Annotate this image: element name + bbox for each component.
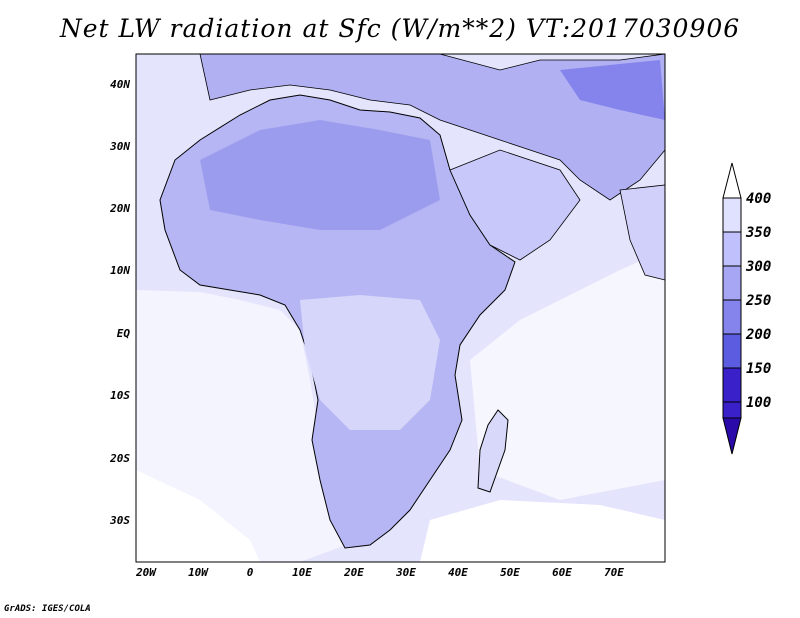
lat-label: 20N	[110, 202, 130, 215]
lat-label: 10S	[110, 389, 130, 402]
colorbar-bin	[722, 299, 742, 335]
lon-label: 20E	[344, 566, 364, 579]
colorbar-label: 250	[746, 293, 772, 309]
lat-label: 20S	[110, 452, 130, 465]
colorbar-bin	[722, 401, 742, 419]
lat-label: 40N	[110, 78, 130, 91]
colorbar-label: 350	[746, 225, 772, 241]
chart-title: Net LW radiation at Sfc (W/m**2) VT:2017…	[59, 14, 741, 43]
south-ocean-shading	[136, 470, 260, 562]
map-panel	[135, 53, 666, 563]
map-frame	[135, 53, 666, 563]
colorbar-label: 150	[746, 361, 772, 377]
indian-ocean-shading	[470, 250, 665, 500]
lat-label: 30N	[110, 140, 130, 153]
colorbar-bin	[722, 231, 742, 267]
colorbar-label: 300	[746, 259, 772, 275]
colorbar-bin	[722, 367, 742, 403]
europe-land	[199, 53, 666, 201]
colorbar-top-arrow	[722, 162, 742, 199]
lon-label: 30E	[396, 566, 416, 579]
colorbar-bottom-arrow	[722, 417, 742, 455]
sahara-shading	[200, 120, 440, 230]
lon-label: 50E	[500, 566, 520, 579]
colorbar-label: 100	[746, 395, 772, 411]
arabia-land	[449, 149, 581, 261]
central-africa-shading	[300, 295, 440, 430]
colorbar-bin	[722, 197, 742, 233]
atlantic-ocean-shading	[136, 290, 346, 562]
lon-label: 20W	[136, 566, 156, 579]
caspian-region-shading	[560, 60, 665, 120]
south-indian-shading	[420, 500, 665, 562]
lon-label: 40E	[448, 566, 468, 579]
lat-label: 30S	[110, 514, 130, 527]
lat-label: 10N	[110, 264, 130, 277]
colorbar-bin	[722, 265, 742, 301]
lon-label: 0	[246, 566, 254, 579]
colorbar-bin	[722, 333, 742, 369]
colorbar	[722, 162, 742, 455]
lon-label: 10E	[292, 566, 312, 579]
madagascar-land	[477, 409, 509, 493]
lon-label: 70E	[604, 566, 624, 579]
colorbar-label: 400	[746, 191, 772, 207]
colorbar-label: 200	[746, 327, 772, 343]
lat-label: EQ	[116, 327, 130, 340]
india-land	[619, 184, 666, 281]
credit-text: GrADS: IGES/COLA	[4, 604, 91, 614]
lon-label: 10W	[188, 566, 208, 579]
lon-label: 60E	[552, 566, 572, 579]
